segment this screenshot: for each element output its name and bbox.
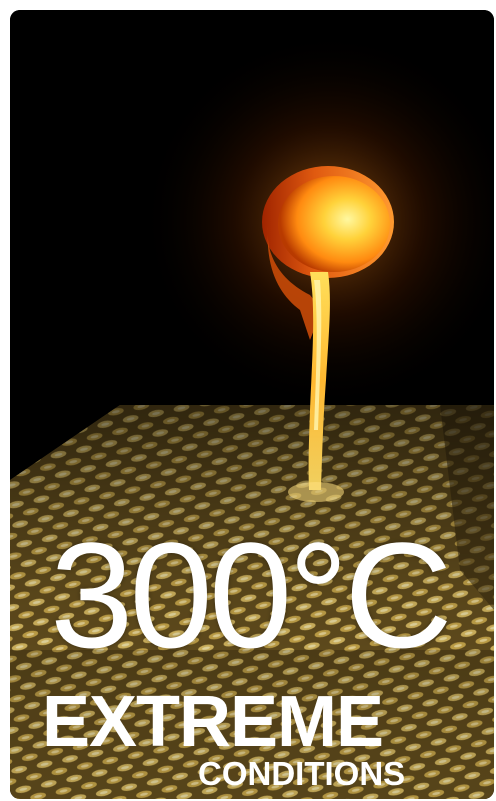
promo-card: 300°C EXTREME CONDITIONS [10,10,494,799]
extreme-heading: EXTREME [42,682,384,762]
conditions-heading: CONDITIONS [198,755,406,792]
temperature-headline: 300°C [50,511,453,679]
molten-metal-pour-image [10,10,494,799]
